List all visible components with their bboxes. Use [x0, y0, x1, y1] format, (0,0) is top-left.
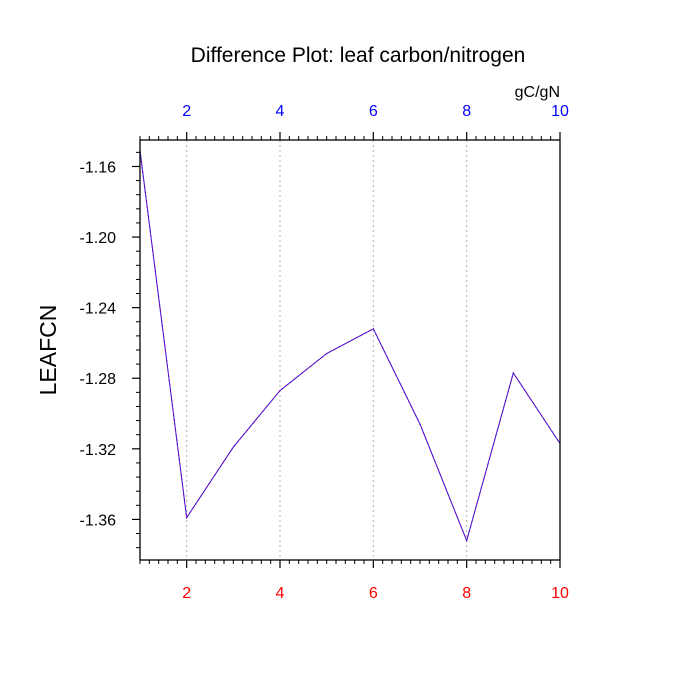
x-tick-label-bottom-0: 2	[182, 585, 191, 602]
x-tick-label-top-0: 2	[182, 103, 191, 120]
data-point	[466, 539, 468, 542]
y-tick-label-0: -1.16	[80, 159, 117, 176]
chart-title: Difference Plot: leaf carbon/nitrogen	[191, 44, 526, 67]
data-point	[326, 352, 328, 355]
x-tick-label-bottom-1: 4	[276, 585, 285, 602]
tick-labels: 2 2 4 4 6 6 8 8 10 10 -1.16 -1.20 -1.24 -1.28 -1.32 -1.…	[80, 103, 569, 602]
data-point	[372, 328, 374, 330]
x-tick-label-top-4: 10	[551, 103, 569, 120]
x-tick-label-top-3: 8	[462, 103, 471, 120]
x-tick-label-bottom-2: 6	[369, 585, 378, 602]
minor-ticks	[136, 136, 552, 564]
plot-frame	[139, 139, 561, 561]
series-line-base-0	[139, 150, 561, 543]
series-layer	[139, 149, 561, 543]
data-point	[279, 389, 281, 392]
grid-lines	[186, 140, 468, 560]
data-point	[419, 423, 421, 425]
y-tick-label-5: -1.36	[80, 512, 117, 529]
major-ticks	[132, 132, 561, 568]
x-tick-label-bottom-4: 10	[551, 585, 569, 602]
data-point	[512, 372, 514, 374]
series-line-0	[139, 150, 561, 543]
y-tick-label-2: -1.24	[80, 301, 117, 318]
top-axis-unit: gC/gN	[515, 84, 560, 101]
y-tick-label-3: -1.28	[80, 371, 117, 388]
data-point	[186, 517, 188, 519]
y-tick-label-4: -1.32	[80, 442, 117, 459]
x-tick-label-top-1: 4	[276, 103, 285, 120]
y-axis-label: LEAFCN	[35, 305, 61, 396]
x-tick-label-top-2: 6	[369, 103, 378, 120]
data-point	[232, 446, 234, 448]
x-tick-label-bottom-3: 8	[462, 585, 471, 602]
y-tick-label-1: -1.20	[80, 230, 117, 247]
